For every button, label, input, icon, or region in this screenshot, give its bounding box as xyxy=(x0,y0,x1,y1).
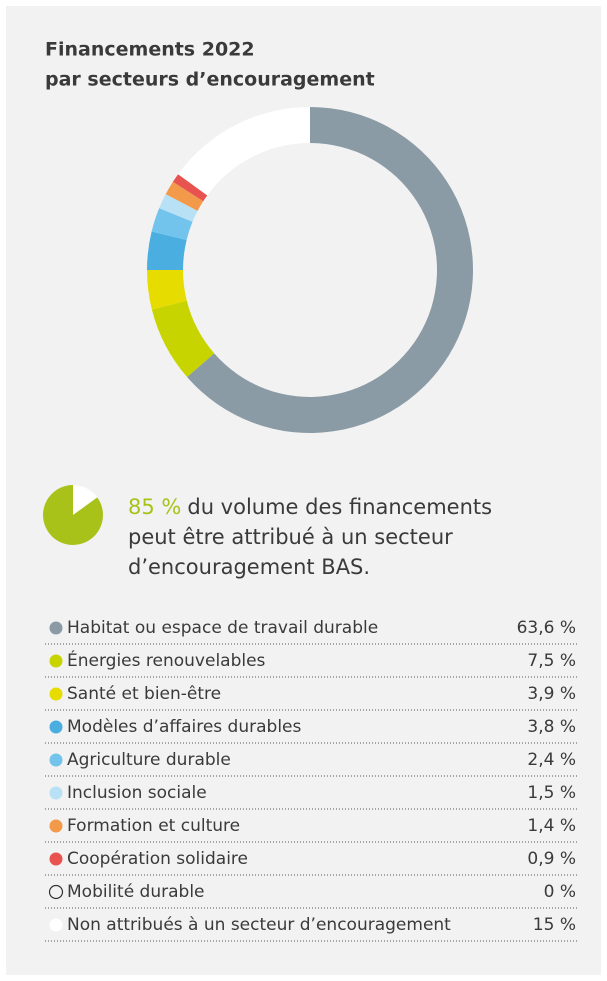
legend-label: Habitat ou espace de travail durable xyxy=(67,618,378,638)
pie-slice xyxy=(43,485,104,546)
legend-dot xyxy=(49,852,63,866)
title-line: par secteurs d’encouragement xyxy=(45,69,375,91)
legend-label: Coopération solidaire xyxy=(67,849,248,869)
legend-dot xyxy=(49,687,63,701)
legend-value: 1,4 % xyxy=(527,816,576,836)
legend-label: Énergies renouvelables xyxy=(67,649,266,671)
legend-value: 1,5 % xyxy=(527,783,576,803)
legend-dot xyxy=(49,753,63,767)
panel xyxy=(6,6,601,975)
legend-value: 7,5 % xyxy=(527,651,576,671)
mini-pie xyxy=(43,485,104,546)
donut-segment xyxy=(147,270,187,310)
legend-label: Santé et bien-être xyxy=(67,684,221,704)
legend-value: 15 % xyxy=(533,915,576,935)
legend-label: Inclusion sociale xyxy=(67,783,207,803)
legend-dot xyxy=(49,654,63,668)
title-line: Financements 2022 xyxy=(45,39,255,61)
legend-label: Agriculture durable xyxy=(67,750,231,770)
donut-segment xyxy=(151,208,193,240)
donut-segment xyxy=(187,107,474,433)
legend-value: 3,8 % xyxy=(527,717,576,737)
donut-segment xyxy=(147,231,187,270)
legend-dot xyxy=(49,819,63,833)
legend-value: 0,9 % xyxy=(527,849,576,869)
donut-segment xyxy=(178,107,310,196)
legend-value: 2,4 % xyxy=(527,750,576,770)
legend-dot xyxy=(49,621,63,635)
callout-value: 85 % xyxy=(128,495,181,519)
legend-value: 0 % xyxy=(544,882,576,902)
donut xyxy=(147,107,474,433)
legend-value: 63,6 % xyxy=(517,618,576,638)
donut-segment xyxy=(159,194,198,222)
legend-label: Non attribués à un secteur d’encourageme… xyxy=(67,915,451,935)
legend-dot xyxy=(49,720,63,734)
donut-segment xyxy=(172,174,208,202)
legend-label: Formation et culture xyxy=(67,816,240,836)
legend-value: 3,9 % xyxy=(527,684,576,704)
callout-line: d’encouragement BAS. xyxy=(128,555,370,579)
donut-segment xyxy=(165,181,204,211)
legend-label: Modèles d’affaires durables xyxy=(67,717,302,737)
donut-segment xyxy=(151,300,215,378)
legend-dot xyxy=(49,786,63,800)
legend: Habitat ou espace de travail durable 63,6… xyxy=(45,618,577,942)
legend-dot xyxy=(49,918,63,932)
callout-line: 85 % du volume des financements xyxy=(128,495,492,519)
callout-text: du volume des financements xyxy=(187,495,492,519)
legend-label: Mobilité durable xyxy=(67,882,205,902)
callout-line: peut être attribué à un secteur xyxy=(128,525,453,549)
legend-dot xyxy=(48,884,64,900)
